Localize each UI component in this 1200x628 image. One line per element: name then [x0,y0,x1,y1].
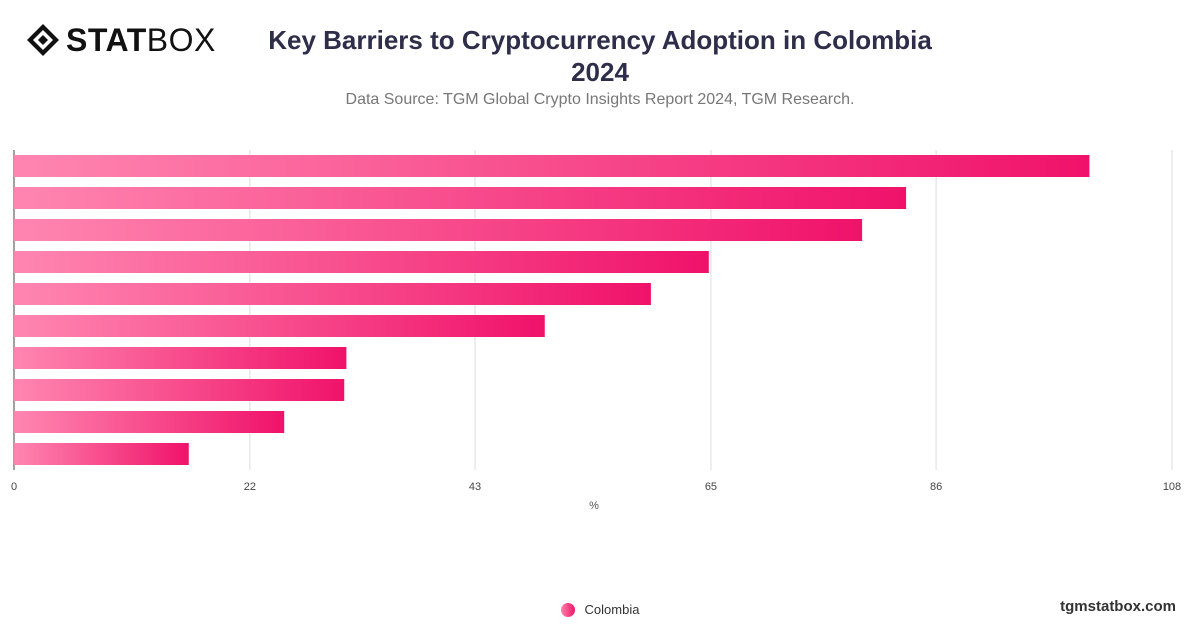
site-url[interactable]: tgmstatbox.com [1060,598,1176,615]
bar [14,443,189,465]
x-tick-label: 0 [11,481,17,493]
bar [14,187,907,209]
bar [14,411,285,433]
bar [14,379,345,401]
bar [14,155,1090,177]
legend[interactable]: Colombia [0,602,1200,617]
legend-label: Colombia [584,602,640,617]
chart-title: Key Barriers to Cryptocurrency Adoption … [268,25,932,87]
x-tick-label: 65 [705,481,717,493]
x-tick-label: 108 [1163,481,1181,493]
chart-subtitle: Data Source: TGM Global Crypto Insights … [345,91,855,108]
bar [14,283,651,305]
bar [14,219,863,241]
bar [14,315,545,337]
statbox-logo: STATBOX [26,22,216,58]
bar [14,251,709,273]
x-tick-label: 22 [244,481,256,493]
logo-text: STATBOX [66,22,216,58]
bar [14,347,347,369]
x-tick-label: 43 [469,481,481,493]
x-tick-label: 86 [930,481,942,493]
x-axis-label: % [589,500,599,512]
logo-text-bold: STAT [66,22,147,58]
legend-marker [560,602,575,617]
logo-text-light: BOX [146,22,216,58]
statbox-diamond-icon [27,24,59,56]
